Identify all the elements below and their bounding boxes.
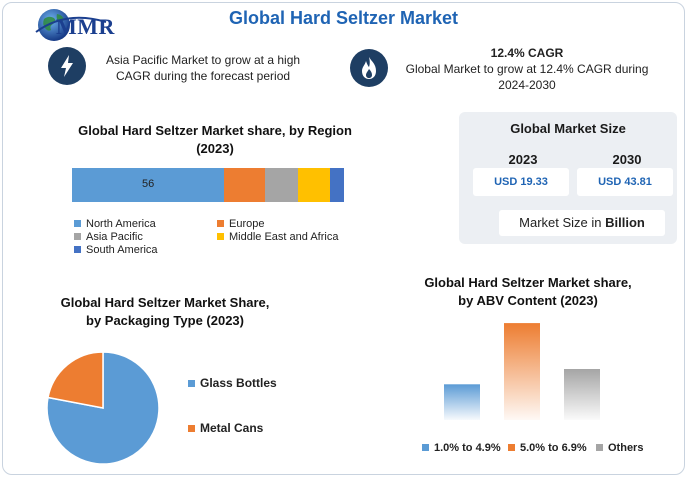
- legend-label: 5.0% to 6.9%: [520, 442, 587, 454]
- legend-swatch: [74, 246, 81, 253]
- globe-logo-icon: [35, 9, 107, 41]
- info-left-line1: Asia Pacific Market to grow at a high: [105, 53, 301, 67]
- info-right-line2: 2024-2030: [498, 78, 556, 92]
- region-bar-north-america: 56: [72, 168, 225, 202]
- region-legend-north-america: North America: [74, 218, 156, 230]
- legend-label: 1.0% to 4.9%: [434, 442, 501, 454]
- legend-swatch: [188, 380, 195, 387]
- info-right-text: 12.4% CAGR Global Market to grow at 12.4…: [396, 45, 658, 93]
- pie-slice-metal-cans: [47, 351, 104, 409]
- market-size-unit: Market Size in Billion: [499, 210, 665, 236]
- region-chart-title: Global Hard Seltzer Market share, by Reg…: [60, 122, 370, 158]
- abv-title-line1: Global Hard Seltzer Market share,: [424, 275, 632, 290]
- flame-icon: [350, 49, 388, 87]
- abv-title-line2: by ABV Content (2023): [458, 293, 598, 308]
- year-2023: 2023: [508, 152, 538, 167]
- legend-swatch: [74, 233, 81, 240]
- region-bar-middle-east-and-africa: [297, 168, 331, 202]
- legend-swatch: [217, 233, 224, 240]
- info-right-cagr: 12.4% CAGR: [490, 46, 564, 60]
- info-left-line2: CAGR during the forecast period: [115, 69, 291, 83]
- region-legend-europe: Europe: [217, 218, 264, 230]
- region-title-line2: (2023): [196, 141, 234, 156]
- legend-label: Asia Pacific: [86, 231, 143, 243]
- legend-label: Middle East and Africa: [229, 231, 339, 243]
- legend-swatch: [422, 444, 429, 451]
- abv-legend-1-0-to-4-9: 1.0% to 4.9%: [422, 442, 501, 454]
- abv-bar-chart: [444, 323, 600, 420]
- legend-label: North America: [86, 218, 156, 230]
- packaging-pie-chart: [46, 351, 160, 465]
- legend-label: Metal Cans: [200, 421, 264, 435]
- region-legend-middle-east-and-africa: Middle East and Africa: [217, 231, 338, 243]
- abv-legend-others: Others: [596, 442, 643, 454]
- unit-prefix: Market Size in: [519, 215, 606, 230]
- legend-label: Europe: [229, 218, 265, 230]
- region-legend-south-america: South America: [74, 244, 158, 256]
- legend-swatch: [508, 444, 515, 451]
- region-title-line1: Global Hard Seltzer Market share, by Reg…: [78, 123, 352, 138]
- pie-legend-glass-bottles: Glass Bottles: [188, 376, 277, 390]
- pie-legend-metal-cans: Metal Cans: [188, 421, 263, 435]
- abv-bar-1-0-to-4-9: [444, 384, 480, 420]
- legend-swatch: [596, 444, 603, 451]
- value-2023: USD 19.33: [473, 168, 569, 196]
- legend-swatch: [74, 220, 81, 227]
- abv-bar-5-0-to-6-9: [504, 323, 540, 420]
- abv-legend-5-0-to-6-9: 5.0% to 6.9%: [508, 442, 587, 454]
- region-bar-south-america: [330, 168, 344, 202]
- abv-bar-others: [564, 369, 600, 420]
- region-stacked-bar: 56: [72, 168, 344, 202]
- info-left-text: Asia Pacific Market to grow at a high CA…: [92, 52, 314, 84]
- region-bar-asia-pacific: [265, 168, 298, 202]
- packaging-chart-title: Global Hard Seltzer Market Share, by Pac…: [30, 294, 300, 330]
- lightning-icon: [48, 47, 86, 85]
- legend-label: South America: [86, 244, 158, 256]
- market-size-title: Global Market Size: [510, 121, 626, 136]
- legend-swatch: [217, 220, 224, 227]
- page-title: Global Hard Seltzer Market: [228, 8, 459, 28]
- region-bar-europe: [224, 168, 266, 202]
- year-2030: 2030: [612, 152, 642, 167]
- legend-label: Others: [608, 442, 644, 454]
- legend-swatch: [188, 425, 195, 432]
- legend-label: Glass Bottles: [200, 376, 277, 390]
- market-size-panel: Global Market Size 2023 2030 USD 19.33 U…: [459, 112, 677, 244]
- value-2030: USD 43.81: [577, 168, 673, 196]
- abv-chart-title: Global Hard Seltzer Market share, by ABV…: [386, 274, 670, 310]
- packaging-title-line1: Global Hard Seltzer Market Share,: [60, 295, 270, 310]
- pie-slice-glass-bottles: [46, 351, 160, 465]
- logo-text: MMR: [56, 14, 115, 39]
- region-bar-label: 56: [142, 178, 155, 190]
- info-right-line1: Global Market to grow at 12.4% CAGR duri…: [405, 62, 649, 76]
- region-legend-asia-pacific: Asia Pacific: [74, 231, 143, 243]
- packaging-title-line2: by Packaging Type (2023): [86, 313, 244, 328]
- unit-bold: Billion: [605, 215, 645, 230]
